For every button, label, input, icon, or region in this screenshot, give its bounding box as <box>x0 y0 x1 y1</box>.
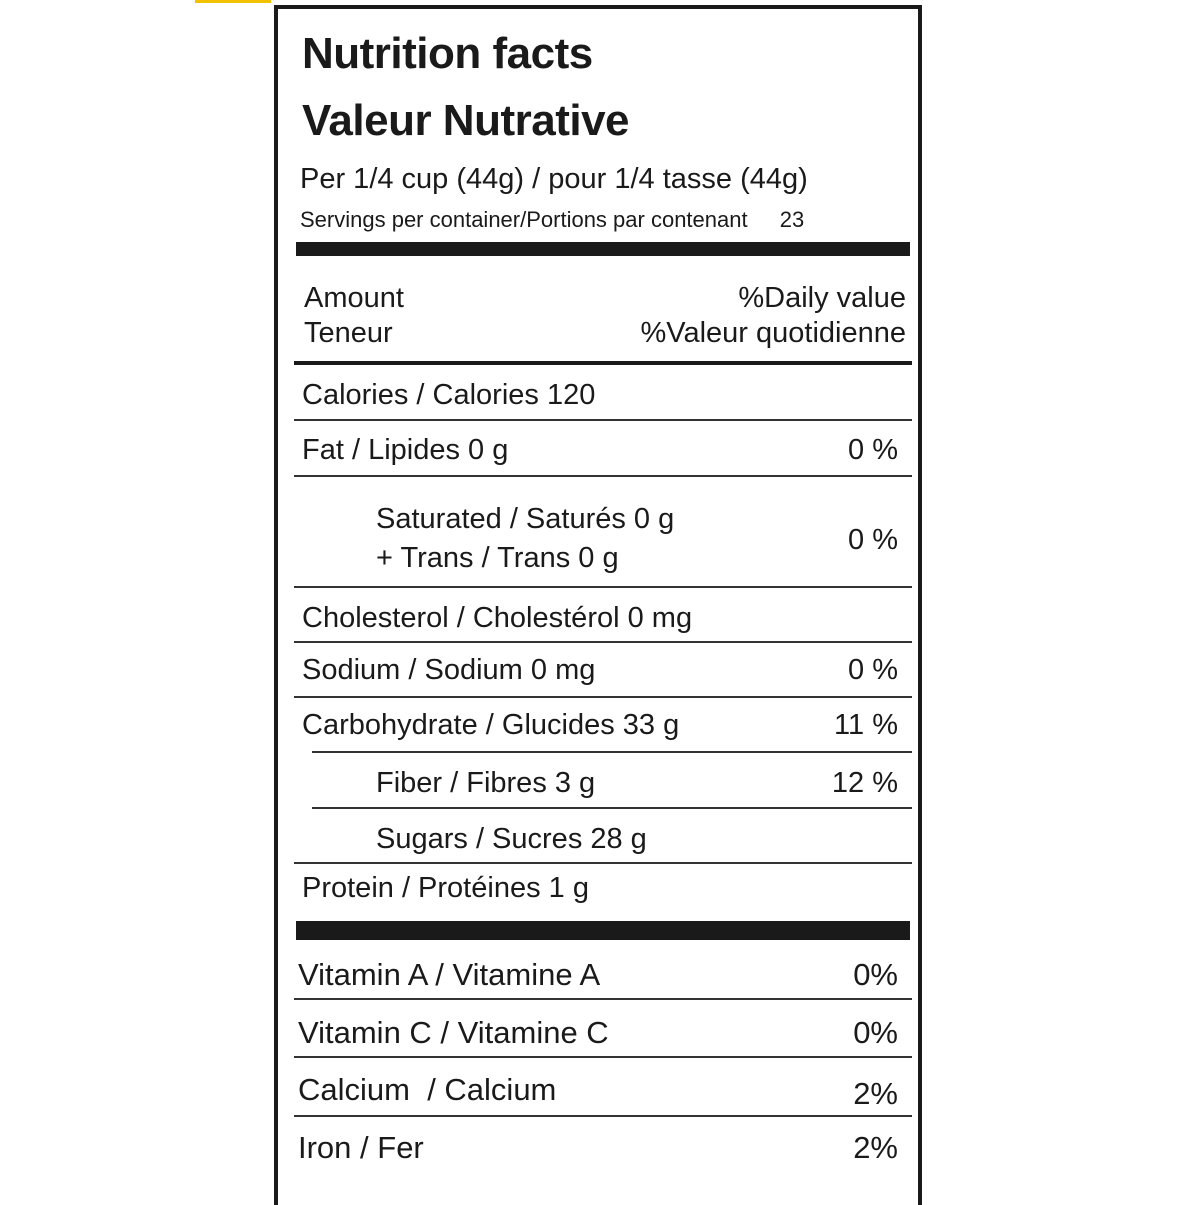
trans-row: + Trans / Trans 0 g <box>376 542 619 574</box>
header-dv-en: %Daily value <box>738 282 906 314</box>
calcium-dv: 2% <box>853 1076 898 1111</box>
servings-value: 23 <box>779 207 805 232</box>
header-amount: Amount <box>304 282 404 314</box>
servings-label: Servings per container/Portions par cont… <box>300 207 748 232</box>
title-en: Nutrition facts <box>302 29 593 78</box>
carbohydrate-dv: 11 % <box>834 709 898 741</box>
thick-divider <box>296 921 910 940</box>
fat-row: Fat / Lipides 0 g <box>302 434 509 466</box>
protein-row: Protein / Protéines 1 g <box>302 872 589 904</box>
fiber-row: Fiber / Fibres 3 g <box>376 767 596 799</box>
header-teneur: Teneur <box>304 317 393 349</box>
saturated-row: Saturated / Saturés 0 g <box>376 503 675 535</box>
sugars-row: Sugars / Sucres 28 g <box>376 823 647 855</box>
divider <box>294 862 912 864</box>
divider <box>294 419 912 421</box>
thick-divider <box>296 242 910 256</box>
divider <box>294 998 912 1000</box>
cholesterol-row: Cholesterol / Cholestérol 0 mg <box>302 602 693 634</box>
title-fr: Valeur Nutrative <box>302 96 630 145</box>
divider <box>312 751 912 753</box>
divider <box>294 696 912 698</box>
divider <box>294 361 912 365</box>
vitamin-c-dv: 0% <box>853 1015 898 1050</box>
divider <box>294 1115 912 1117</box>
divider <box>294 475 912 477</box>
sodium-row: Sodium / Sodium 0 mg <box>302 654 596 686</box>
calories-row: Calories / Calories 120 <box>302 379 596 411</box>
vitamin-c-row: Vitamin C / Vitamine C <box>298 1015 609 1050</box>
fat-dv: 0 % <box>848 434 898 466</box>
fiber-dv: 12 % <box>831 767 898 799</box>
divider <box>294 586 912 588</box>
vitamin-a-dv: 0% <box>853 957 898 992</box>
iron-row: Iron / Fer <box>298 1130 424 1165</box>
sodium-dv: 0 % <box>848 654 898 686</box>
divider <box>294 641 912 643</box>
servings-per-container: Servings per container/Portions par cont… <box>300 207 804 233</box>
divider <box>312 807 912 809</box>
yellow-accent-strip <box>195 0 271 3</box>
iron-dv: 2% <box>853 1130 898 1165</box>
serving-size: Per 1/4 cup (44g) / pour 1/4 tasse (44g) <box>300 163 808 195</box>
header-dv-fr: %Valeur quotidienne <box>640 317 907 349</box>
calcium-row: Calcium / Calcium <box>298 1072 557 1107</box>
divider <box>294 1056 912 1058</box>
carbohydrate-row: Carbohydrate / Glucides 33 g <box>302 709 680 741</box>
saturated-dv: 0 % <box>848 524 898 556</box>
nutrition-facts-label: Nutrition facts Valeur Nutrative Per 1/4… <box>274 5 922 1205</box>
vitamin-a-row: Vitamin A / Vitamine A <box>298 957 601 992</box>
